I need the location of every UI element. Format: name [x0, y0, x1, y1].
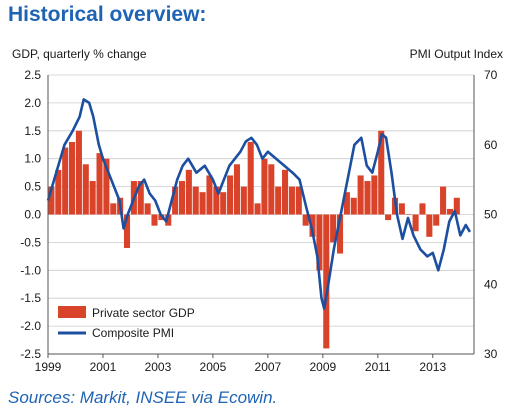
- gdp-bar: [440, 186, 447, 215]
- gdp-bar: [282, 169, 289, 215]
- gdp-bar: [206, 175, 213, 215]
- x-tick-label: 2011: [365, 360, 391, 374]
- gdp-bar: [453, 197, 460, 215]
- gdp-bar: [48, 186, 55, 215]
- x-tick-label: 1999: [35, 360, 62, 374]
- gdp-bar: [268, 164, 275, 215]
- gdp-bar: [295, 186, 302, 215]
- y-right-tick-label: 70: [484, 68, 498, 82]
- gdp-bar: [137, 181, 144, 215]
- y-left-tick-label: 0.5: [24, 180, 41, 194]
- gdp-bar: [419, 203, 426, 215]
- x-tick-label: 2013: [419, 360, 446, 374]
- gdp-bar: [103, 158, 110, 215]
- y-left-tick-label: -0.5: [20, 235, 41, 249]
- gdp-bar: [336, 214, 344, 254]
- y-left-tick-label: -2.5: [20, 347, 41, 361]
- gdp-bar: [151, 214, 158, 226]
- gdp-bar: [433, 214, 440, 226]
- pmi-line: [46, 98, 472, 310]
- gdp-bar: [233, 164, 240, 215]
- gdp-bar: [371, 175, 378, 215]
- gdp-bar: [405, 214, 412, 215]
- x-tick-label: 2007: [255, 360, 282, 374]
- gdp-bar: [144, 203, 151, 215]
- y-left-tick-label: 1.0: [24, 152, 41, 166]
- y-right-tick-label: 50: [484, 208, 498, 222]
- y-left-tick-label: 2.5: [24, 68, 41, 82]
- y-left-axis-label: GDP, quarterly % change: [12, 47, 147, 61]
- gdp-bar: [316, 214, 323, 271]
- y-left-tick-label: -2.0: [20, 319, 41, 333]
- x-tick-label: 2005: [200, 360, 227, 374]
- gdp-bar: [378, 130, 385, 215]
- gdp-bar: [364, 181, 371, 215]
- gdp-bar: [227, 175, 234, 215]
- gdp-bar: [185, 169, 192, 215]
- y-right-tick-label: 30: [484, 347, 498, 361]
- gdp-bar: [110, 203, 117, 215]
- gdp-bar: [309, 214, 316, 237]
- gdp-bar: [254, 203, 261, 215]
- gdp-bar: [89, 181, 96, 215]
- gdp-bar: [192, 186, 199, 215]
- gdp-bar: [261, 158, 268, 215]
- gdp-bar: [55, 169, 62, 215]
- gdp-bar: [288, 186, 295, 215]
- legend-swatch-gdp: [58, 306, 86, 318]
- y-left-tick-label: 0.0: [24, 208, 41, 222]
- gdp-bar: [75, 130, 82, 215]
- gdp-bar: [220, 192, 227, 215]
- gdp-bar: [398, 203, 405, 215]
- y-right-tick-label: 60: [484, 138, 498, 152]
- gdp-bar: [178, 181, 186, 215]
- legend-label-pmi: Composite PMI: [92, 326, 174, 340]
- gdp-bar: [302, 214, 309, 226]
- gdp-bar: [323, 214, 330, 349]
- gdp-bar: [330, 214, 337, 243]
- gdp-bar: [172, 186, 179, 215]
- gdp-bar: [165, 214, 172, 226]
- gdp-bar: [385, 214, 392, 221]
- y-right-tick-label: 40: [484, 277, 498, 291]
- gdp-bar: [213, 186, 220, 215]
- gdp-bar: [426, 214, 433, 237]
- chart-title: Historical overview:: [8, 3, 207, 26]
- y-left-tick-label: -1.5: [20, 291, 41, 305]
- x-tick-label: 2001: [90, 360, 117, 374]
- y-left-tick-label: -1.0: [20, 263, 41, 277]
- gdp-bar: [199, 192, 206, 215]
- gdp-bar: [350, 197, 357, 215]
- legend-label-gdp: Private sector GDP: [92, 306, 195, 320]
- gdp-bar: [247, 141, 254, 215]
- x-tick-label: 2009: [309, 360, 336, 374]
- gdp-bar: [357, 175, 364, 215]
- gdp-bar: [240, 186, 247, 215]
- y-left-tick-label: 1.5: [24, 124, 41, 138]
- x-tick-label: 2003: [145, 360, 172, 374]
- source-note: Sources: Markit, INSEE via Ecowin.: [8, 388, 278, 407]
- gdp-bar: [412, 214, 419, 232]
- y-left-tick-label: 2.0: [24, 96, 41, 110]
- gdp-bar: [446, 208, 453, 215]
- gdp-bar: [343, 192, 350, 215]
- gdp-bar: [96, 153, 103, 215]
- gdp-bar: [62, 147, 69, 215]
- y-right-axis-label: PMI Output Index: [410, 47, 503, 61]
- gdp-bar: [275, 186, 282, 215]
- gdp-bar: [123, 214, 131, 248]
- gdp-bar: [82, 164, 89, 215]
- gdp-bar: [69, 141, 76, 215]
